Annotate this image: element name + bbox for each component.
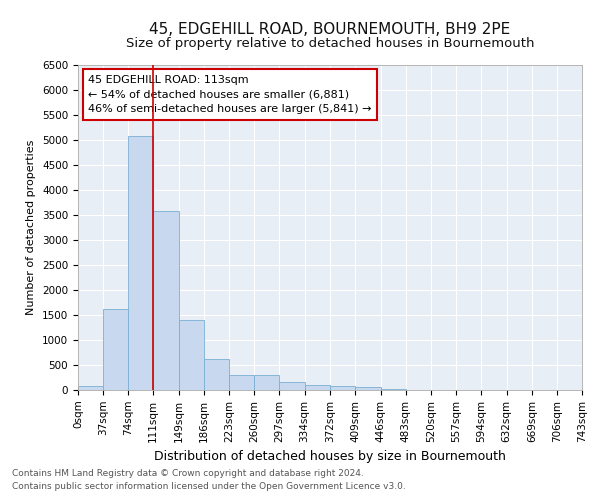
Text: 45, EDGEHILL ROAD, BOURNEMOUTH, BH9 2PE: 45, EDGEHILL ROAD, BOURNEMOUTH, BH9 2PE xyxy=(149,22,511,38)
Bar xyxy=(153,211,179,390)
Text: Contains HM Land Registry data © Crown copyright and database right 2024.: Contains HM Land Registry data © Crown c… xyxy=(12,468,364,477)
Bar xyxy=(128,136,153,390)
Bar xyxy=(331,386,355,390)
Bar xyxy=(229,375,254,390)
Bar xyxy=(254,375,280,390)
Text: 45 EDGEHILL ROAD: 113sqm
← 54% of detached houses are smaller (6,881)
46% of sem: 45 EDGEHILL ROAD: 113sqm ← 54% of detach… xyxy=(88,74,371,114)
Bar xyxy=(305,384,331,390)
Text: Size of property relative to detached houses in Bournemouth: Size of property relative to detached ho… xyxy=(126,38,534,51)
Y-axis label: Number of detached properties: Number of detached properties xyxy=(26,140,37,315)
X-axis label: Distribution of detached houses by size in Bournemouth: Distribution of detached houses by size … xyxy=(154,450,506,463)
Bar xyxy=(204,359,229,390)
Bar xyxy=(78,386,103,390)
Bar xyxy=(103,308,128,390)
Text: Contains public sector information licensed under the Open Government Licence v3: Contains public sector information licen… xyxy=(12,482,406,491)
Bar xyxy=(355,387,380,390)
Bar xyxy=(280,382,305,390)
Bar xyxy=(179,320,204,390)
Bar xyxy=(380,389,406,390)
